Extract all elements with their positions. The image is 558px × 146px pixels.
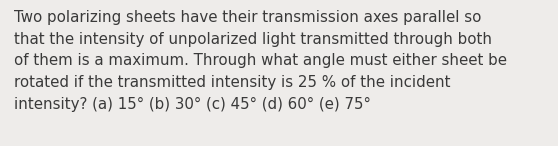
Text: Two polarizing sheets have their transmission axes parallel so
that the intensit: Two polarizing sheets have their transmi… xyxy=(14,10,507,112)
